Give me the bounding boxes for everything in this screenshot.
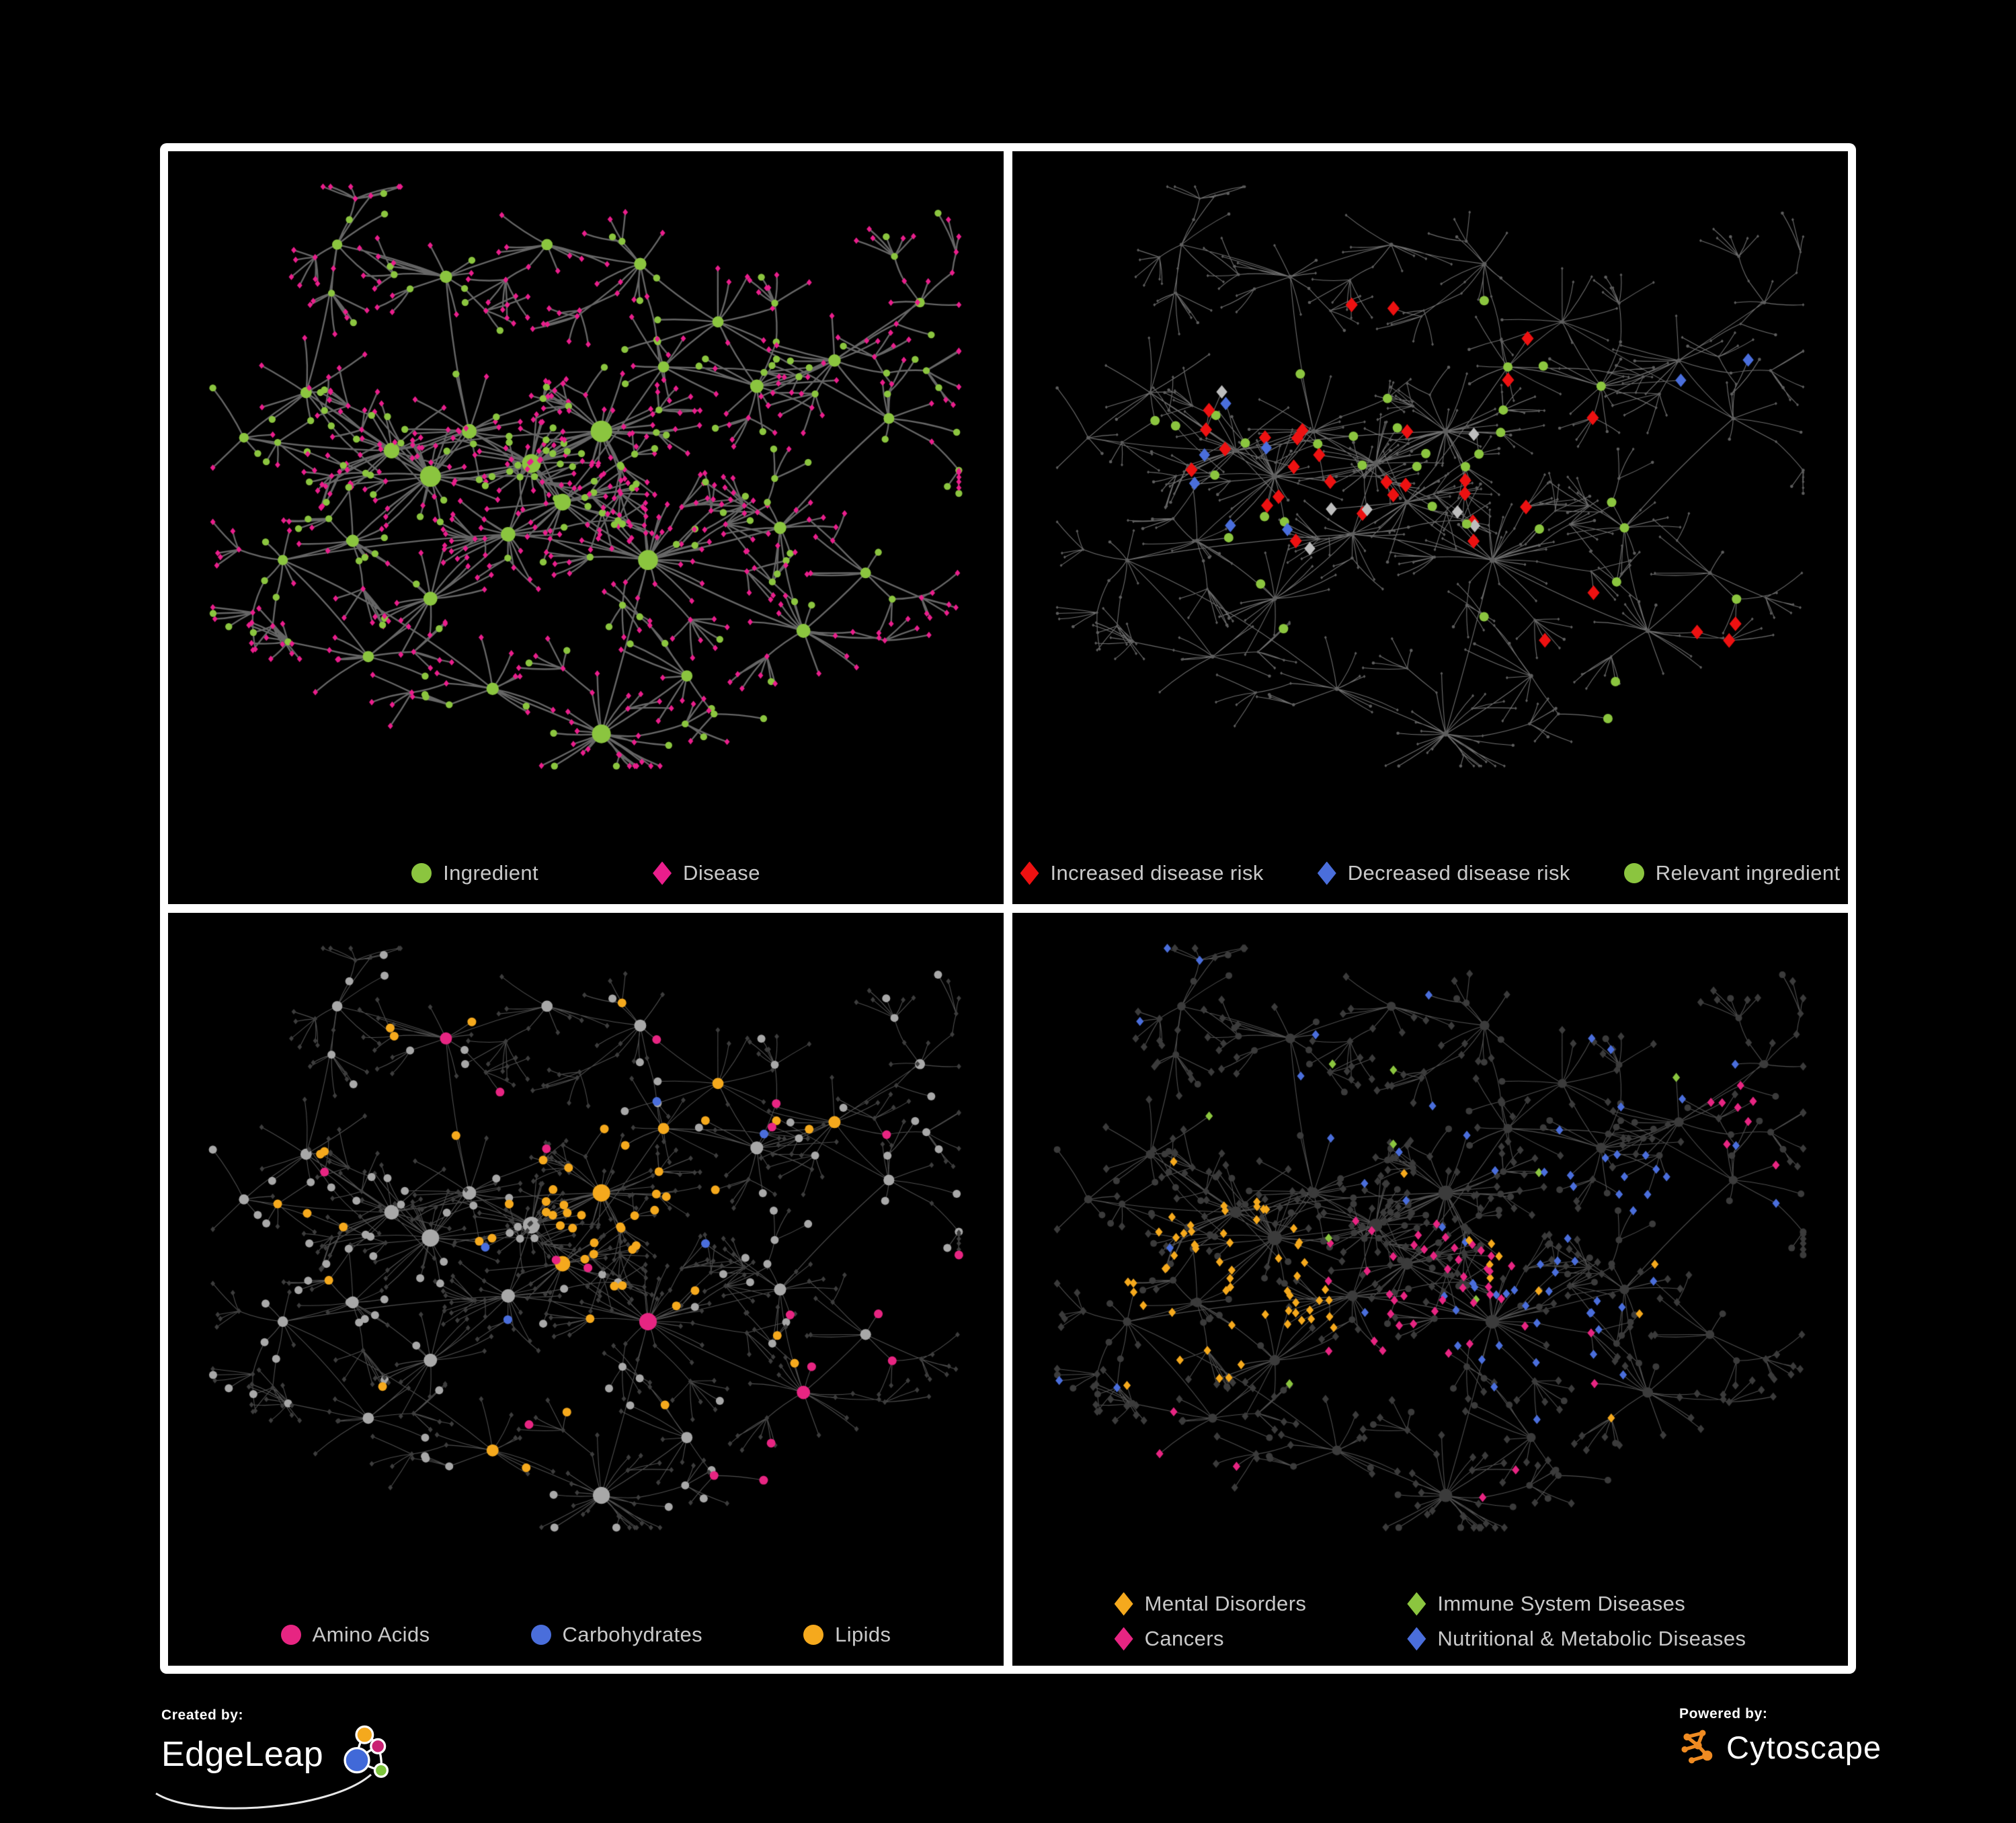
legend-item: Immune System Diseases (1407, 1592, 1746, 1616)
legend-label-mental-disorders: Mental Disorders (1144, 1592, 1307, 1615)
relevant-ingredient-circle-marker (1623, 863, 1644, 883)
legend-disease-risk: Increased disease risk Decreased disease… (1012, 861, 1848, 885)
legend-item: Cancers (1114, 1627, 1307, 1651)
carbohydrates-circle-marker (530, 1625, 551, 1645)
legend-label-nutritional-metabolic-diseases: Nutritional & Metabolic Diseases (1437, 1627, 1746, 1650)
legend-label-carbohydrates: Carbohydrates (562, 1623, 703, 1646)
legend-item: Increased disease risk (1020, 861, 1264, 885)
legend-item: Mental Disorders (1114, 1592, 1307, 1616)
increased-risk-diamond-marker (1020, 861, 1039, 885)
legend-label-disease: Disease (683, 861, 760, 885)
powered-by-label: Powered by: (1679, 1706, 1768, 1721)
figure-board: Ingredient Disease Increased disease ris… (160, 143, 1856, 1674)
edgeleap-wordmark: EdgeLeap (161, 1735, 324, 1774)
panel-ingredient-disease: Ingredient Disease (168, 151, 1004, 904)
panel-nutrients: Amino Acids Carbohydrates Lipids (168, 913, 1004, 1666)
cytoscape-branding: Powered by: Cytoscape (1679, 1706, 1882, 1767)
legend-item: Disease (653, 861, 760, 885)
legend-item: Lipids (803, 1623, 891, 1647)
legend-label-immune-system-diseases: Immune System Diseases (1437, 1592, 1686, 1615)
legend-label-increased-risk: Increased disease risk (1050, 861, 1264, 885)
legend-label-decreased-risk: Decreased disease risk (1347, 861, 1570, 885)
legend-label-lipids: Lipids (835, 1623, 891, 1646)
legend-label-cancers: Cancers (1144, 1627, 1224, 1650)
network-canvas-ingredient-disease (168, 151, 1004, 904)
mental-disorders-diamond-marker (1114, 1592, 1133, 1616)
amino-acids-circle-marker (280, 1625, 301, 1645)
legend-label-relevant-ingredient: Relevant ingredient (1655, 861, 1841, 885)
edgeleap-branding: Created by: EdgeLeap (155, 1707, 389, 1810)
panel-disease-risk: Increased disease risk Decreased disease… (1012, 151, 1848, 904)
legend-disease-categories: Mental Disorders Immune System Diseases … (1012, 1592, 1848, 1651)
network-canvas-nutrients (168, 913, 1004, 1666)
lipids-circle-marker (803, 1625, 824, 1645)
cancers-diamond-marker (1114, 1627, 1133, 1651)
immune-system-diseases-diamond-marker (1407, 1592, 1426, 1616)
legend-nutrients: Amino Acids Carbohydrates Lipids (168, 1623, 1004, 1647)
panel-disease-categories: Mental Disorders Immune System Diseases … (1012, 913, 1848, 1666)
cytoscape-logo-icon (1681, 1730, 1713, 1764)
nutritional-metabolic-diseases-diamond-marker (1407, 1627, 1426, 1651)
network-canvas-disease-categories (1012, 913, 1848, 1666)
legend-item: Carbohydrates (530, 1623, 703, 1647)
cytoscape-wordmark: Cytoscape (1726, 1729, 1882, 1765)
legend-item: Decreased disease risk (1317, 861, 1570, 885)
legend-item: Ingredient (411, 861, 538, 885)
legend-item: Amino Acids (280, 1623, 430, 1647)
created-by-label: Created by: (161, 1707, 244, 1723)
decreased-risk-diamond-marker (1317, 861, 1336, 885)
legend-label-amino-acids: Amino Acids (312, 1623, 430, 1646)
legend-ingredient-disease: Ingredient Disease (168, 861, 1004, 885)
legend-item: Nutritional & Metabolic Diseases (1407, 1627, 1746, 1651)
disease-diamond-marker (653, 861, 672, 885)
network-canvas-disease-risk (1012, 151, 1848, 904)
edgeleap-logo-icon (344, 1725, 389, 1778)
legend-label-ingredient: Ingredient (443, 861, 539, 885)
ingredient-circle-marker (411, 863, 432, 883)
legend-item: Relevant ingredient (1623, 861, 1841, 885)
